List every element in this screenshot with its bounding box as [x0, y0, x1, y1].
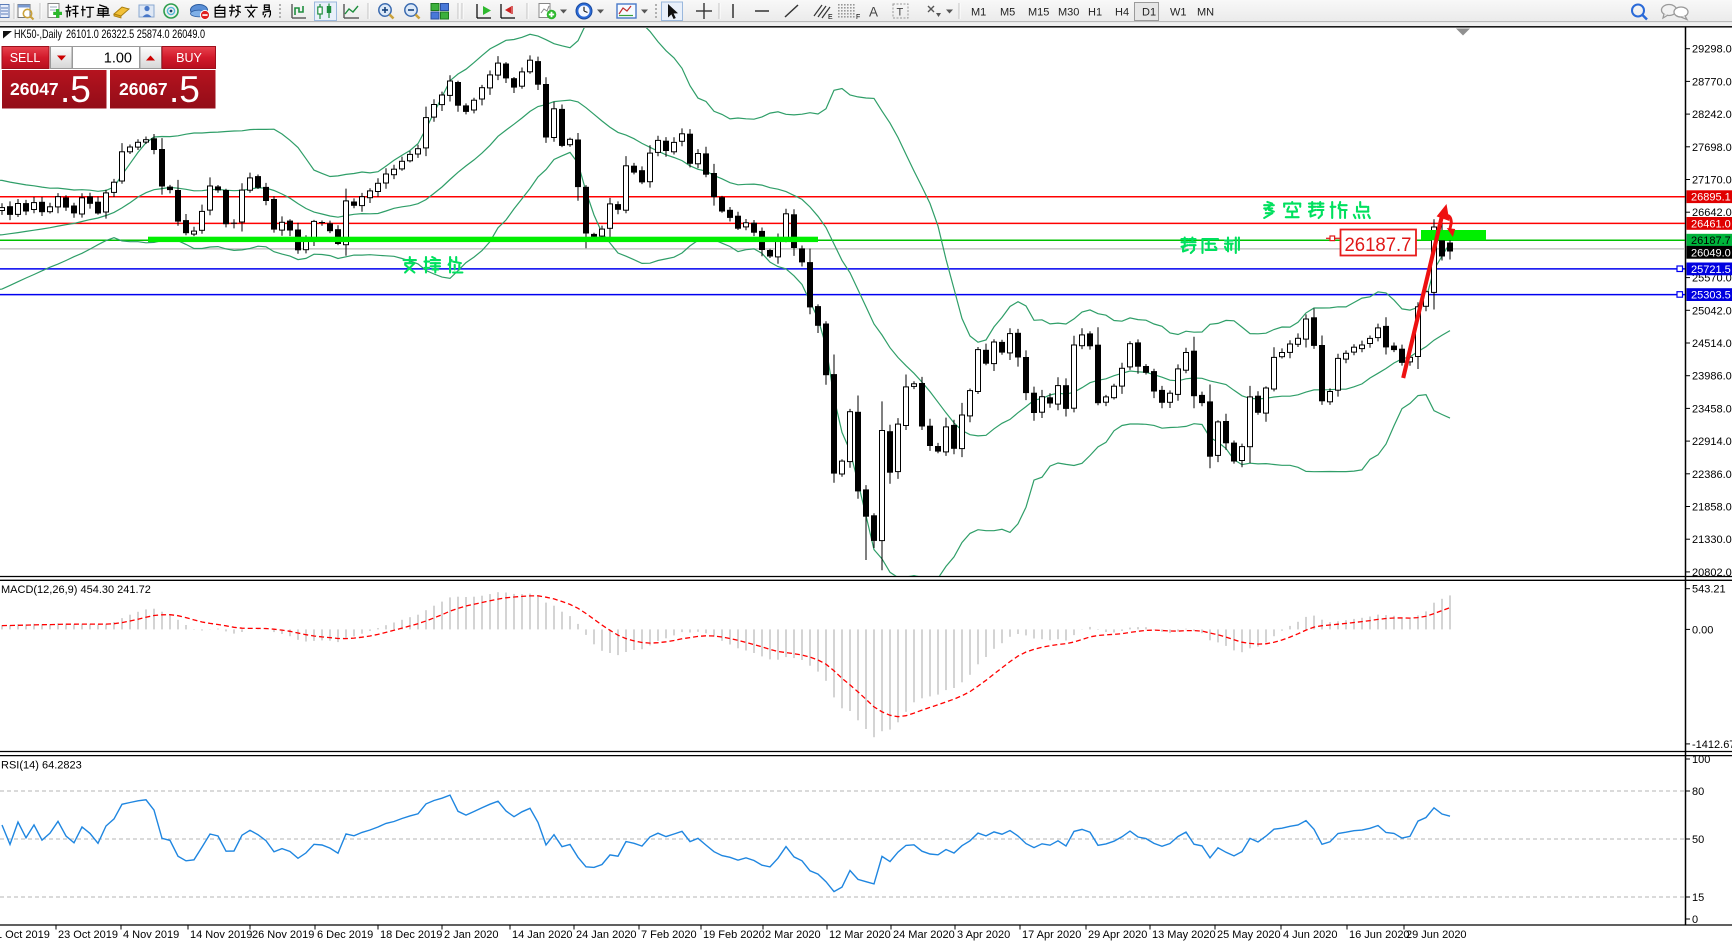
svg-text:HK50-,Daily: HK50-,Daily: [14, 27, 62, 41]
svg-text:26187.7: 26187.7: [1345, 234, 1412, 256]
svg-text:2 Jan 2020: 2 Jan 2020: [444, 929, 498, 941]
svg-text:M5: M5: [1000, 7, 1015, 19]
svg-text:26 Nov 2019: 26 Nov 2019: [252, 929, 314, 941]
svg-text:0: 0: [1692, 914, 1698, 926]
svg-text:25570.0: 25570.0: [1692, 273, 1732, 285]
svg-text:26642.0: 26642.0: [1692, 207, 1732, 219]
svg-text:W1: W1: [1170, 7, 1187, 19]
svg-text:D1: D1: [1142, 7, 1156, 19]
svg-text:2 Mar 2020: 2 Mar 2020: [765, 929, 821, 941]
svg-text:MN: MN: [1197, 7, 1214, 19]
svg-text:27698.0: 27698.0: [1692, 142, 1732, 154]
svg-text:15: 15: [1692, 892, 1704, 904]
svg-text:RSI(14) 64.2823: RSI(14) 64.2823: [1, 760, 82, 772]
svg-text:.5: .5: [60, 69, 91, 110]
svg-text:16 Jun 2020: 16 Jun 2020: [1349, 929, 1410, 941]
svg-text:26187.7: 26187.7: [1691, 235, 1731, 247]
svg-text:0.00: 0.00: [1692, 624, 1713, 636]
svg-text:25 May 2020: 25 May 2020: [1217, 929, 1281, 941]
svg-text:21858.0: 21858.0: [1692, 502, 1732, 514]
svg-text:13 May 2020: 13 May 2020: [1152, 929, 1216, 941]
svg-text:21330.0: 21330.0: [1692, 534, 1732, 546]
svg-text:24514.0: 24514.0: [1692, 338, 1732, 350]
svg-text:-1412.67: -1412.67: [1692, 739, 1732, 751]
svg-text:26895.1: 26895.1: [1691, 192, 1731, 204]
svg-text:F: F: [856, 14, 860, 21]
svg-text:29 Jun 2020: 29 Jun 2020: [1406, 929, 1467, 941]
svg-text:.5: .5: [169, 69, 200, 110]
svg-text:7 Feb 2020: 7 Feb 2020: [641, 929, 697, 941]
svg-text:19 Feb 2020: 19 Feb 2020: [703, 929, 765, 941]
svg-text:29298.0: 29298.0: [1692, 44, 1732, 56]
svg-text:3 Apr 2020: 3 Apr 2020: [957, 929, 1010, 941]
svg-text:23986.0: 23986.0: [1692, 371, 1732, 383]
svg-text:50: 50: [1692, 834, 1704, 846]
svg-text:25042.0: 25042.0: [1692, 305, 1732, 317]
svg-text:SELL: SELL: [10, 51, 41, 65]
svg-text:M15: M15: [1028, 7, 1049, 19]
svg-text:27170.0: 27170.0: [1692, 175, 1732, 187]
svg-text:24 Jan 2020: 24 Jan 2020: [576, 929, 637, 941]
svg-text:25303.5: 25303.5: [1691, 290, 1731, 302]
svg-text:24 Mar 2020: 24 Mar 2020: [893, 929, 955, 941]
svg-text:6 Dec 2019: 6 Dec 2019: [317, 929, 373, 941]
svg-text:26047: 26047: [10, 79, 59, 99]
svg-text:22914.0: 22914.0: [1692, 436, 1732, 448]
svg-text:BUY: BUY: [176, 51, 202, 65]
svg-text:M1: M1: [971, 7, 986, 19]
svg-text:23458.0: 23458.0: [1692, 403, 1732, 415]
svg-text:14 Jan 2020: 14 Jan 2020: [512, 929, 573, 941]
svg-text:28770.0: 28770.0: [1692, 76, 1732, 88]
svg-text:4 Jun 2020: 4 Jun 2020: [1283, 929, 1337, 941]
svg-text:18 Dec 2019: 18 Dec 2019: [380, 929, 442, 941]
svg-text:100: 100: [1692, 754, 1710, 766]
svg-text:26461.0: 26461.0: [1691, 218, 1731, 230]
svg-text:20802.0: 20802.0: [1692, 567, 1732, 579]
svg-text:T: T: [897, 7, 904, 19]
svg-text:E: E: [828, 14, 833, 21]
svg-text:543.21: 543.21: [1692, 584, 1726, 596]
svg-text:25721.5: 25721.5: [1691, 264, 1731, 276]
svg-text:MACD(12,26,9) 454.30 241.72: MACD(12,26,9) 454.30 241.72: [1, 584, 151, 596]
svg-text:H4: H4: [1115, 7, 1129, 19]
svg-text:M30: M30: [1058, 7, 1079, 19]
svg-text:28242.0: 28242.0: [1692, 109, 1732, 121]
svg-text:29 Apr 2020: 29 Apr 2020: [1088, 929, 1147, 941]
svg-text:26067: 26067: [119, 79, 168, 99]
svg-text:17 Apr 2020: 17 Apr 2020: [1022, 929, 1081, 941]
svg-text:14 Nov 2019: 14 Nov 2019: [190, 929, 252, 941]
svg-text:1.00: 1.00: [104, 51, 132, 67]
svg-text:1 Oct 2019: 1 Oct 2019: [0, 929, 50, 941]
svg-text:H1: H1: [1088, 7, 1102, 19]
svg-text:4 Nov 2019: 4 Nov 2019: [123, 929, 179, 941]
svg-text:26049.0: 26049.0: [1691, 247, 1731, 259]
svg-text:A: A: [869, 5, 878, 20]
svg-text:22386.0: 22386.0: [1692, 469, 1732, 481]
svg-text:80: 80: [1692, 786, 1704, 798]
svg-text:23 Oct 2019: 23 Oct 2019: [58, 929, 118, 941]
svg-text:12 Mar 2020: 12 Mar 2020: [829, 929, 891, 941]
svg-text:26101.0 26322.5 25874.0 26049.: 26101.0 26322.5 25874.0 26049.0: [66, 27, 205, 41]
